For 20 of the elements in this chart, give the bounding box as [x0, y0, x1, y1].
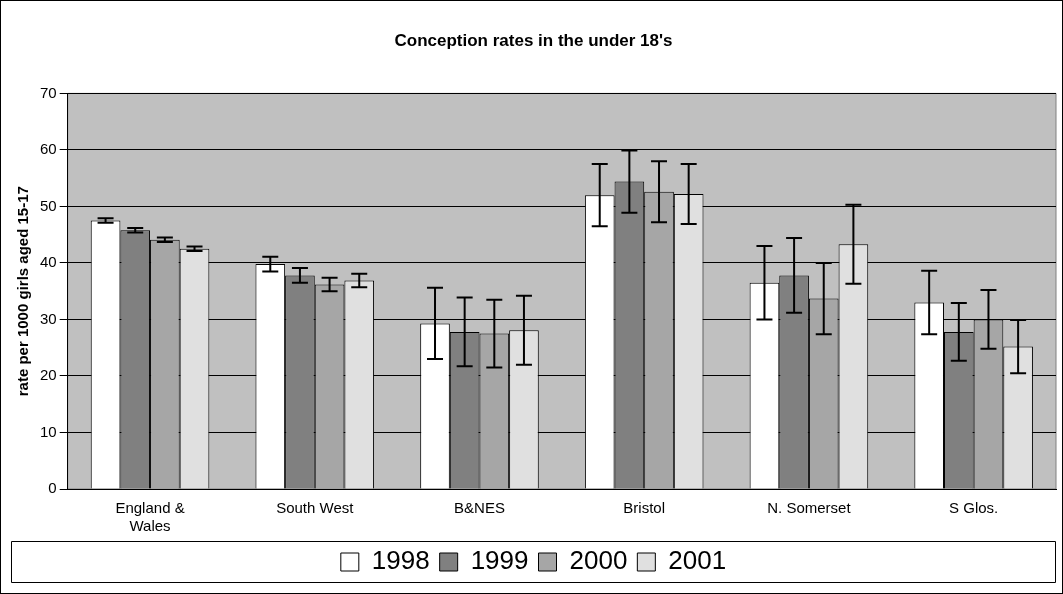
y-tick-label: 60: [40, 140, 57, 158]
y-tick-label: 0: [48, 479, 57, 497]
y-tick-label: 70: [40, 83, 57, 101]
y-tick-label: 30: [40, 309, 57, 327]
x-tick-label: Bristol: [623, 499, 666, 517]
x-tick-label: B&NES: [454, 499, 505, 517]
x-tick-label: N. Somerset: [767, 499, 852, 517]
legend-label: 2000: [569, 545, 628, 576]
chart-title: Conception rates in the under 18's: [394, 30, 673, 50]
y-tick-label: 20: [40, 366, 57, 384]
y-tick-label: 50: [40, 196, 57, 214]
legend-label: 1998: [371, 545, 430, 576]
legend-label: 2001: [668, 545, 727, 576]
y-tick-label: 40: [40, 253, 57, 271]
x-tick-label: South West: [276, 499, 355, 517]
legend-label: 1999: [470, 545, 529, 576]
x-tick-label: England & Wales: [115, 499, 185, 535]
x-tick-label: S Glos.: [949, 499, 999, 517]
y-axis-title: rate per 1000 girls aged 15-17: [14, 186, 32, 397]
y-tick-label: 10: [40, 422, 57, 440]
